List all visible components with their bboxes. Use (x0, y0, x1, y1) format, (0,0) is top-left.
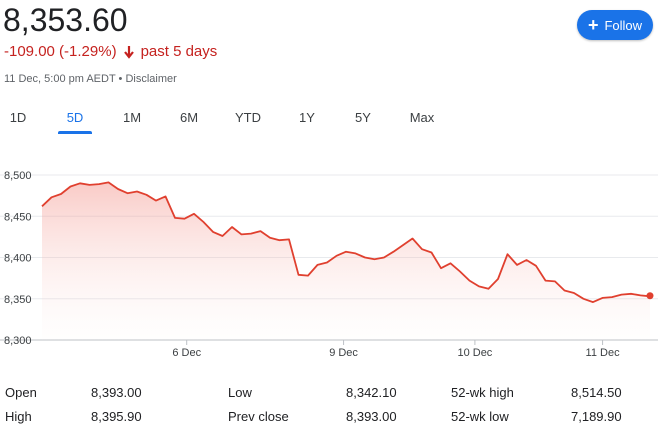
tab-ytd[interactable]: YTD (235, 110, 261, 125)
market-meta: 11 Dec, 5:00 pm AEDT • Disclaimer (4, 72, 177, 86)
stat-value-52wk-low: 7,189.90 (571, 409, 622, 424)
x-tick-label: 6 Dec (172, 347, 201, 359)
disclaimer-link[interactable]: Disclaimer (125, 73, 177, 85)
arrow-down-icon (123, 46, 134, 59)
stat-label-prev-close: Prev close (228, 409, 289, 424)
y-axis: 8,500 8,450 8,400 8,350 8,300 (4, 170, 32, 347)
stat-label-low: Low (228, 385, 252, 400)
stat-label-52wk-low: 52-wk low (451, 409, 509, 424)
y-tick-label: 8,450 (4, 211, 32, 223)
y-tick-label: 8,300 (4, 335, 32, 347)
follow-label: Follow (604, 17, 643, 33)
stat-value-prev-close: 8,393.00 (346, 409, 397, 424)
y-tick-label: 8,350 (4, 294, 32, 306)
y-tick-label: 8,500 (4, 170, 32, 182)
timestamp: 11 Dec, 5:00 pm AEDT (4, 73, 116, 85)
tab-1m[interactable]: 1M (122, 110, 142, 125)
stat-label-high: High (5, 409, 32, 424)
plus-icon: + (587, 15, 599, 35)
x-tick-label: 9 Dec (329, 347, 358, 359)
x-tick-label: 11 Dec (586, 347, 621, 359)
tab-6m[interactable]: 6M (179, 110, 199, 125)
x-axis: 6 Dec 9 Dec 10 Dec 11 Dec (172, 340, 620, 359)
last-price-dot (646, 292, 654, 300)
tab-5d[interactable]: 5D (58, 106, 92, 134)
price-chart: 8,500 8,450 8,400 8,350 8,300 6 Dec 9 Dec 10 D… (0, 170, 658, 359)
tab-max[interactable]: Max (409, 110, 435, 125)
y-tick-label: 8,400 (4, 253, 32, 265)
price-value: 8,353.60 (3, 2, 128, 38)
x-tick-label: 10 Dec (457, 347, 492, 359)
price-line (41, 181, 651, 303)
stat-value-high: 8,395.90 (91, 409, 142, 424)
stat-value-open: 8,393.00 (91, 385, 142, 400)
change-amount: -109.00 (-1.29%) (4, 43, 117, 60)
price-area (42, 182, 650, 340)
tab-5y[interactable]: 5Y (355, 110, 371, 125)
tab-1d[interactable]: 1D (9, 110, 27, 125)
stat-label-open: Open (5, 385, 37, 400)
follow-button[interactable]: + Follow (577, 10, 653, 40)
separator: • (118, 73, 123, 85)
price-change: -109.00 (-1.29%) past 5 days (4, 43, 217, 61)
stat-value-low: 8,342.10 (346, 385, 397, 400)
change-period: past 5 days (140, 43, 218, 60)
tab-1y[interactable]: 1Y (299, 110, 315, 125)
range-tabs: 1D 5D 1M 6M YTD 1Y 5Y Max (0, 106, 658, 134)
stat-value-52wk-high: 8,514.50 (571, 385, 622, 400)
stat-label-52wk-high: 52-wk high (451, 385, 514, 400)
